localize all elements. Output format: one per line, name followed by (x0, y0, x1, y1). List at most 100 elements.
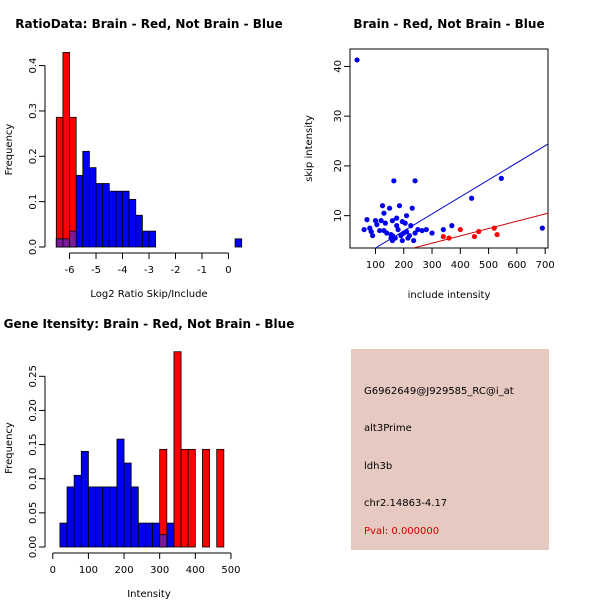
intensity-bar-not-brain (66, 486, 75, 548)
intensity-bar-not-brain (152, 522, 161, 548)
intensity-bar-not-brain (59, 522, 68, 548)
scatter-y-tick-label: 40 (333, 60, 344, 73)
probe-id-text: G6962649@J929585_RC@i_at (364, 386, 514, 397)
intensity-bar-not-brain (88, 486, 96, 548)
ratio-y-tick-label: 0.2 (28, 148, 39, 164)
ratio-bar-not-brain (102, 183, 110, 248)
ratio-bar-not-brain (122, 190, 130, 248)
scatter-x-tick-label: 200 (394, 260, 413, 271)
scatter-point-brain (476, 228, 482, 235)
scatter-point-brain (471, 233, 478, 240)
gene-name-text: ldh3b (364, 461, 393, 472)
ratio-bar-brain (55, 116, 64, 248)
ratio-bar-not-brain (89, 167, 97, 248)
scatter-y-tick-label: 20 (333, 160, 344, 173)
ratio-bar-brain (62, 52, 70, 248)
ratio-y-tick-label: 0.3 (28, 103, 39, 119)
intensity-bar-brain (187, 448, 196, 548)
scatter-y-tick-label: 10 (333, 209, 344, 222)
intensity-bar-brain (180, 448, 189, 548)
ratio-x-tick-label: -3 (144, 265, 154, 276)
scatter-point-not-brain (384, 230, 390, 236)
intensity-bar-not-brain (166, 522, 175, 548)
scatter-point-not-brain (406, 232, 412, 239)
scatter-point-not-brain (379, 203, 386, 209)
scatter-point-brain (457, 226, 463, 233)
scatter-point-not-brain (409, 205, 415, 211)
intensity-y-tick-label: 0.00 (28, 536, 39, 558)
ratio-bar-not-brain (108, 190, 117, 248)
ratio-x-tick-label: -2 (170, 265, 180, 276)
scatter-point-not-brain (403, 213, 410, 219)
ratio-bar-not-brain (148, 230, 157, 248)
ratio-bar-overlap (55, 238, 64, 248)
intensity-bar-not-brain (130, 486, 139, 548)
scatter-point-not-brain (423, 226, 429, 233)
scatter-point-brain (491, 225, 497, 231)
scatter-x-tick-label: 600 (507, 260, 526, 271)
pval-text: Pval: 0.000000 (364, 526, 440, 537)
intensity-bar-brain (173, 351, 182, 548)
ratio-x-tick-label: -1 (197, 265, 207, 276)
scatter-point-not-brain (440, 226, 446, 233)
scatter-point-not-brain (389, 218, 396, 224)
scatter-point-not-brain (396, 203, 403, 209)
scatter-point-not-brain (364, 217, 370, 223)
intensity-bar-not-brain (116, 438, 125, 548)
info-panel: G6962649@J929585_RC@i_at alt3Prime ldh3b… (351, 349, 549, 550)
ratio-x-tick-label: -5 (91, 265, 101, 276)
ratio-bar-not-brain (115, 190, 123, 248)
scatter-point-not-brain (394, 223, 400, 229)
scatter-x-tick-label: 100 (366, 260, 385, 271)
ratio-y-tick-label: 0.0 (28, 239, 39, 255)
scatter-point-not-brain (539, 225, 545, 231)
scatter-point-not-brain (394, 215, 400, 221)
ratio-bar-not-brain (95, 183, 104, 248)
scatter-point-not-brain (449, 223, 455, 229)
intensity-bar-not-brain (145, 522, 153, 548)
scatter-point-not-brain (391, 178, 397, 184)
intensity-bar-not-brain (123, 462, 132, 548)
intensity-bar-not-brain (73, 474, 82, 548)
scatter-point-not-brain (395, 226, 401, 233)
scatter-point-not-brain (382, 220, 388, 226)
scatter-point-not-brain (399, 237, 405, 244)
intensity-bar-not-brain (109, 486, 118, 548)
scatter-x-tick-label: 700 (536, 260, 555, 271)
ratio-bar-not-brain (75, 174, 84, 248)
scatter-point-not-brain (419, 227, 425, 234)
ratio-x-tick-label: 0 (225, 265, 231, 276)
ratio-xlabel: Log2 Ratio Skip/Include (90, 289, 207, 300)
ratio-x-tick-label: -4 (118, 265, 128, 276)
intensity-bar-brain (202, 448, 210, 548)
ratio-bar-not-brain (82, 150, 90, 248)
scatter-x-tick-label: 500 (479, 260, 498, 271)
ratio-bar-not-brain (234, 238, 243, 248)
ratio-bar-overlap (62, 238, 70, 248)
ratio-bar-not-brain (128, 198, 137, 248)
location-text: chr2.14863-4.17 (364, 498, 448, 509)
scatter-xlabel: include intensity (408, 290, 491, 301)
intensity-x-tick-label: 400 (186, 565, 205, 576)
intensity-bar-brain (216, 448, 225, 548)
scatter-point-not-brain (429, 230, 435, 236)
intensity-bar-overlap (159, 534, 168, 548)
scatter-point-brain (446, 235, 452, 241)
ratio-title: RatioData: Brain - Red, Not Brain - Blue (15, 17, 282, 31)
intensity-y-tick-label: 0.05 (28, 502, 39, 524)
scatter-point-not-brain (388, 231, 394, 238)
scatter-point-not-brain (361, 226, 367, 233)
scatter-title: Brain - Red, Not Brain - Blue (353, 17, 544, 31)
intensity-bar-not-brain (102, 486, 111, 548)
scatter-point-not-brain (412, 178, 418, 184)
event-type-text: alt3Prime (364, 423, 412, 434)
scatter-point-not-brain (372, 218, 379, 224)
scatter-point-not-brain (387, 205, 393, 211)
intensity-title: Gene Itensity: Brain - Red, Not Brain - … (4, 317, 295, 331)
ratio-bar-overlap (69, 230, 77, 248)
intensity-y-tick-label: 0.15 (28, 433, 39, 455)
intensity-x-tick-label: 100 (79, 565, 98, 576)
scatter-y-tick-label: 30 (333, 110, 344, 123)
intensity-bar-not-brain (95, 486, 104, 548)
